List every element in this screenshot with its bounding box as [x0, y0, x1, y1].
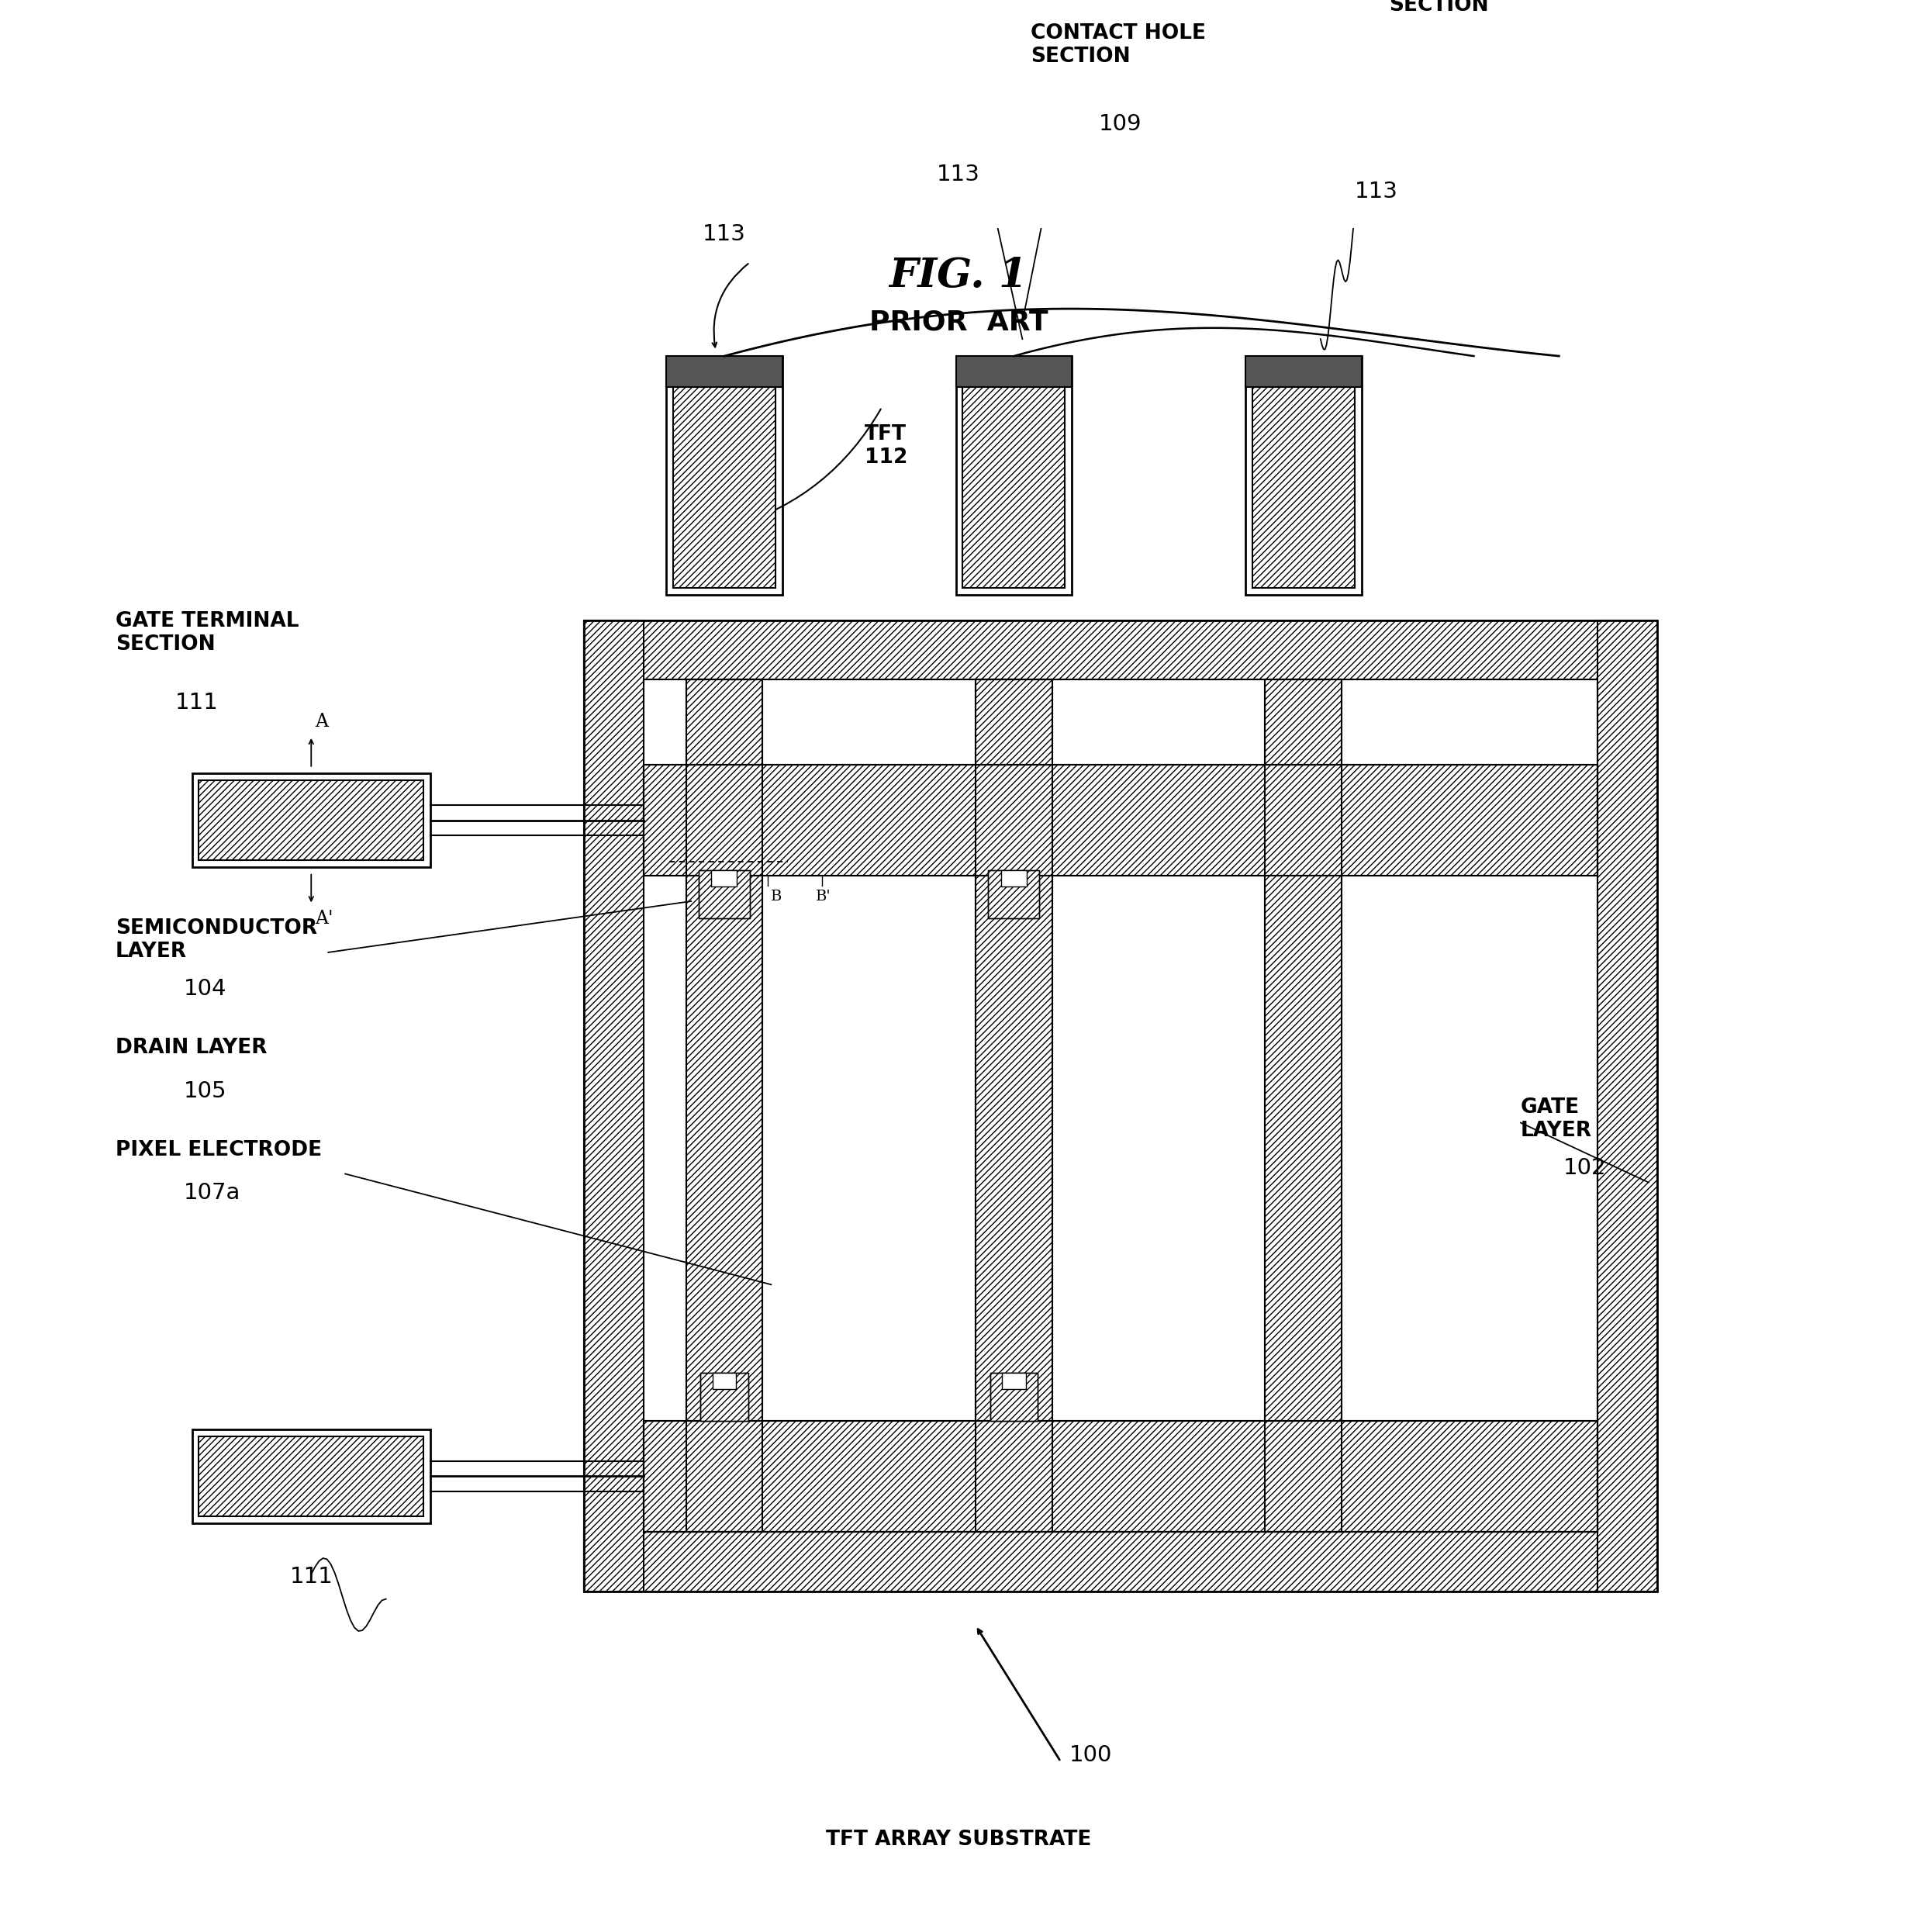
Bar [989, 871, 1039, 918]
Bar [686, 680, 763, 1532]
Text: 105: 105 [184, 1080, 226, 1101]
Bar [1246, 355, 1361, 595]
Bar [698, 871, 750, 918]
Text: FIG. 1: FIG. 1 [889, 257, 1028, 296]
Bar [976, 680, 1052, 765]
Text: B': B' [815, 889, 830, 904]
Bar [1246, 355, 1361, 386]
Text: A': A' [314, 910, 334, 927]
Bar [585, 620, 644, 1592]
Bar [644, 765, 1597, 875]
Bar [1001, 871, 1028, 887]
Text: 113: 113 [937, 164, 980, 185]
Bar [713, 1374, 736, 1389]
Bar [644, 765, 1597, 875]
Bar [1265, 680, 1342, 1532]
Text: DRAIN LAYER: DRAIN LAYER [115, 1037, 266, 1057]
Bar [585, 620, 1656, 1592]
Bar [957, 355, 1072, 595]
Text: C': C' [794, 854, 813, 871]
Bar [673, 363, 774, 587]
Text: C: C [648, 854, 661, 871]
Bar [644, 1420, 1597, 1532]
Bar [644, 680, 1597, 1532]
Text: 111: 111 [174, 692, 219, 713]
Bar [700, 1374, 748, 1420]
Bar [199, 781, 424, 860]
Text: SEMICONDUCTOR
LAYER: SEMICONDUCTOR LAYER [115, 918, 316, 962]
Text: 107a: 107a [184, 1182, 240, 1204]
Bar [686, 875, 763, 1420]
Text: DRAIN TERMINAL
SECTION: DRAIN TERMINAL SECTION [1388, 0, 1585, 15]
Bar [585, 1532, 1656, 1592]
Text: 102: 102 [1562, 1157, 1606, 1179]
Bar [1252, 363, 1355, 587]
Bar [667, 355, 782, 386]
Bar [192, 773, 431, 867]
Bar [957, 355, 1072, 386]
Text: PIXEL ELECTRODE: PIXEL ELECTRODE [115, 1140, 322, 1159]
Bar [700, 1374, 748, 1420]
Text: 109: 109 [1098, 112, 1143, 135]
Text: CONTACT HOLE
SECTION: CONTACT HOLE SECTION [1031, 23, 1206, 66]
Bar [1003, 1374, 1026, 1389]
Text: 113: 113 [704, 224, 746, 245]
Bar [976, 680, 1052, 1532]
Text: 111: 111 [289, 1565, 334, 1588]
Bar [192, 1430, 431, 1522]
Bar [989, 1374, 1037, 1420]
Bar [989, 1374, 1037, 1420]
Bar [698, 871, 750, 918]
Bar [199, 1435, 424, 1517]
Bar [667, 355, 782, 595]
Text: TFT
112: TFT 112 [865, 425, 909, 468]
Bar [686, 680, 763, 765]
Bar [644, 1420, 1597, 1532]
Text: 104: 104 [184, 978, 226, 999]
Bar [711, 871, 736, 887]
Text: 100: 100 [1070, 1745, 1112, 1766]
Bar [962, 363, 1066, 587]
Text: A: A [314, 713, 328, 730]
Bar [644, 680, 1597, 1532]
Text: TFT ARRAY SUBSTRATE: TFT ARRAY SUBSTRATE [826, 1830, 1091, 1851]
Text: GATE
LAYER: GATE LAYER [1520, 1097, 1593, 1140]
Bar [976, 875, 1052, 1420]
Bar [585, 620, 1656, 680]
Text: 113: 113 [1355, 182, 1397, 203]
Bar [1265, 680, 1342, 765]
Text: B: B [771, 889, 782, 904]
Bar [989, 871, 1039, 918]
Bar [1265, 875, 1342, 1420]
Bar [1597, 620, 1656, 1592]
Text: GATE TERMINAL
SECTION: GATE TERMINAL SECTION [115, 611, 299, 655]
Text: T: T [807, 856, 815, 867]
Text: PRIOR  ART: PRIOR ART [868, 309, 1049, 334]
